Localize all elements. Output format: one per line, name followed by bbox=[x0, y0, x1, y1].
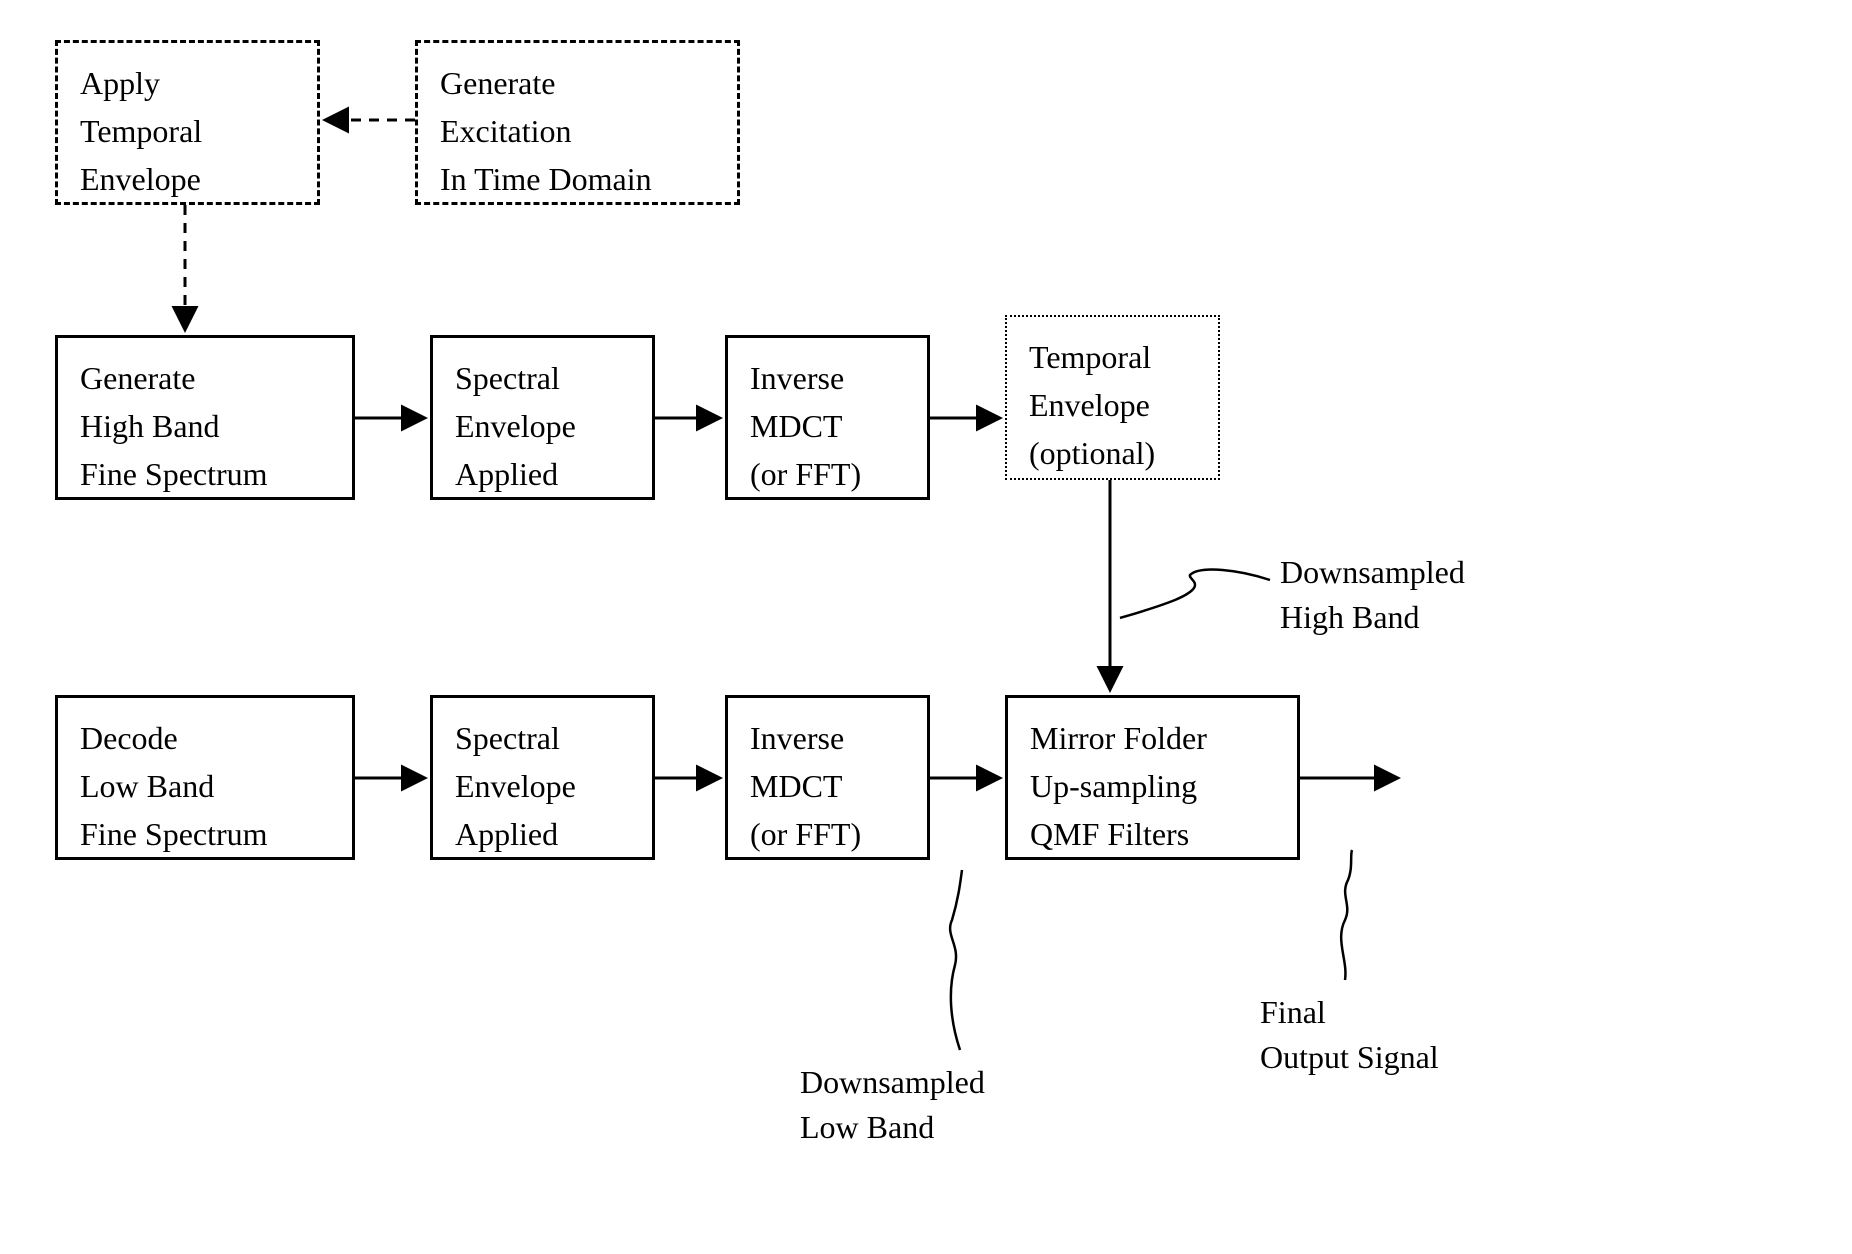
node-text-line: Envelope bbox=[455, 402, 630, 450]
node-spectral-envelope-high: Spectral Envelope Applied bbox=[430, 335, 655, 500]
node-text-line: Spectral bbox=[455, 354, 630, 402]
label-text-line: Output Signal bbox=[1260, 1035, 1439, 1080]
node-text-line: (or FFT) bbox=[750, 810, 905, 858]
node-text-line: High Band bbox=[80, 402, 330, 450]
node-text-line: Inverse bbox=[750, 714, 905, 762]
node-generate-excitation: Generate Excitation In Time Domain bbox=[415, 40, 740, 205]
node-mirror-folder: Mirror Folder Up-sampling QMF Filters bbox=[1005, 695, 1300, 860]
node-text-line: MDCT bbox=[750, 762, 905, 810]
node-temporal-envelope-optional: Temporal Envelope (optional) bbox=[1005, 315, 1220, 480]
node-text-line: Generate bbox=[80, 354, 330, 402]
label-text-line: Downsampled bbox=[800, 1060, 985, 1105]
node-text-line: Applied bbox=[455, 450, 630, 498]
node-text-line: Fine Spectrum bbox=[80, 810, 330, 858]
node-apply-temporal-envelope: Apply Temporal Envelope bbox=[55, 40, 320, 205]
node-text-line: Up-sampling bbox=[1030, 762, 1275, 810]
label-final-output-signal: Final Output Signal bbox=[1260, 990, 1439, 1080]
label-text-line: Low Band bbox=[800, 1105, 985, 1150]
node-text-line: Envelope bbox=[1029, 381, 1196, 429]
label-downsampled-low-band: Downsampled Low Band bbox=[800, 1060, 985, 1150]
node-text-line: Temporal bbox=[1029, 333, 1196, 381]
node-text-line: Generate bbox=[440, 59, 715, 107]
squiggle-downsampled-low bbox=[950, 870, 962, 1050]
label-downsampled-high-band: Downsampled High Band bbox=[1280, 550, 1465, 640]
squiggle-downsampled-high bbox=[1120, 570, 1270, 618]
node-spectral-envelope-low: Spectral Envelope Applied bbox=[430, 695, 655, 860]
node-text-line: (optional) bbox=[1029, 429, 1196, 477]
node-text-line: Low Band bbox=[80, 762, 330, 810]
node-text-line: MDCT bbox=[750, 402, 905, 450]
node-text-line: Spectral bbox=[455, 714, 630, 762]
node-text-line: Inverse bbox=[750, 354, 905, 402]
node-text-line: In Time Domain bbox=[440, 155, 715, 203]
node-decode-low-band: Decode Low Band Fine Spectrum bbox=[55, 695, 355, 860]
node-generate-high-band: Generate High Band Fine Spectrum bbox=[55, 335, 355, 500]
node-text-line: Apply bbox=[80, 59, 295, 107]
node-text-line: Temporal bbox=[80, 107, 295, 155]
label-text-line: Final bbox=[1260, 990, 1439, 1035]
node-text-line: Fine Spectrum bbox=[80, 450, 330, 498]
label-text-line: High Band bbox=[1280, 595, 1465, 640]
node-inverse-mdct-low: Inverse MDCT (or FFT) bbox=[725, 695, 930, 860]
node-text-line: QMF Filters bbox=[1030, 810, 1275, 858]
node-text-line: Mirror Folder bbox=[1030, 714, 1275, 762]
node-text-line: Excitation bbox=[440, 107, 715, 155]
node-text-line: Envelope bbox=[80, 155, 295, 203]
squiggle-final-output bbox=[1341, 850, 1352, 980]
node-text-line: Decode bbox=[80, 714, 330, 762]
node-text-line: Applied bbox=[455, 810, 630, 858]
node-text-line: (or FFT) bbox=[750, 450, 905, 498]
label-text-line: Downsampled bbox=[1280, 550, 1465, 595]
node-text-line: Envelope bbox=[455, 762, 630, 810]
node-inverse-mdct-high: Inverse MDCT (or FFT) bbox=[725, 335, 930, 500]
